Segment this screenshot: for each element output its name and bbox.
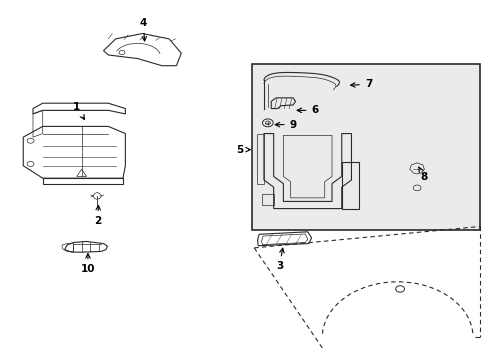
Text: 10: 10: [81, 254, 95, 274]
Text: 3: 3: [275, 248, 284, 271]
Text: 6: 6: [297, 105, 318, 115]
Text: 1: 1: [73, 102, 84, 120]
Text: 9: 9: [275, 120, 296, 130]
Text: 4: 4: [140, 18, 147, 41]
Bar: [251, 64, 479, 230]
Text: 5: 5: [236, 145, 250, 155]
Text: 7: 7: [350, 79, 371, 89]
Bar: [251, 64, 479, 230]
Text: 8: 8: [418, 167, 427, 182]
Text: 2: 2: [94, 206, 101, 226]
